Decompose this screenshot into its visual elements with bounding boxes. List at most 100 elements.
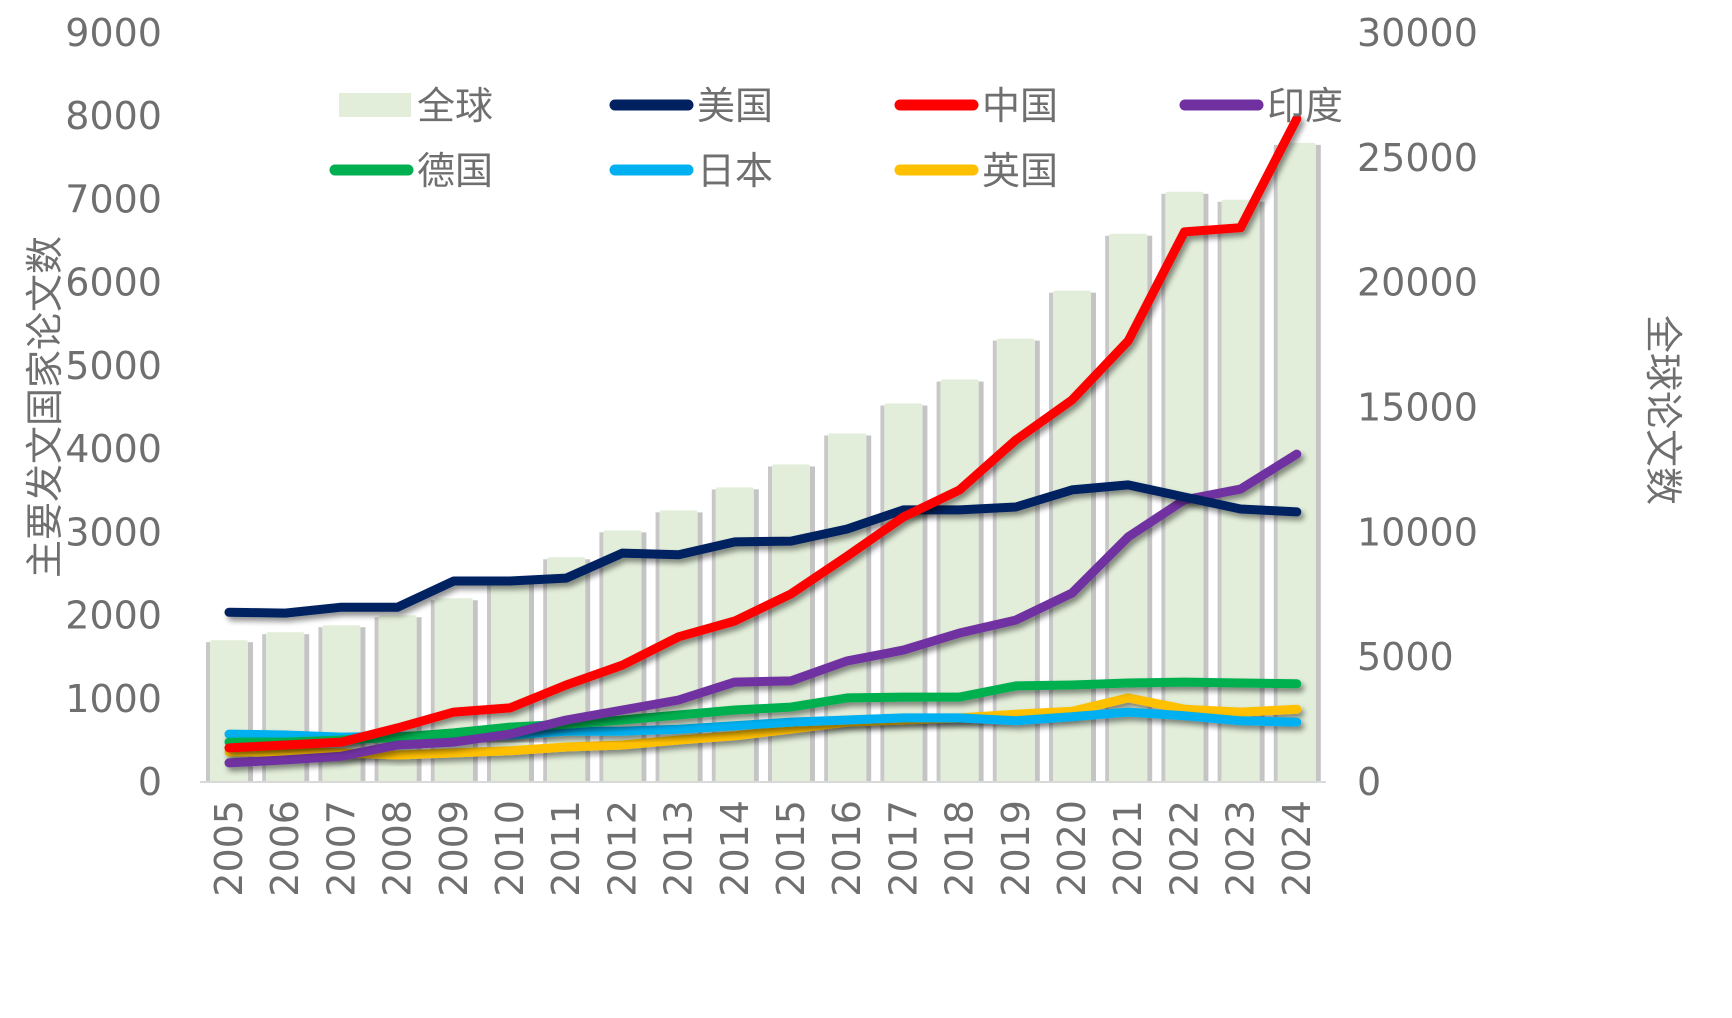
bar-shadow-right (1203, 193, 1209, 783)
bar-shadow-right (529, 582, 534, 782)
line-series-印度 (224, 449, 1302, 768)
bar-shadow-left (543, 559, 548, 782)
x-axis-ticks: 2005 2006 2007 2008 2009 2010 2011 2012 2013 2014… (207, 800, 1319, 897)
legend-label: 德国 (417, 149, 493, 193)
left-axis-title: 主要发文国家论文数 (23, 236, 67, 578)
bar-shadow-left (1105, 235, 1110, 782)
x-tick-label: 2018 (938, 800, 982, 897)
x-tick-label: 2006 (263, 800, 307, 897)
legend-item-德国: 德国 (329, 149, 493, 193)
left-tick-label: 8000 (65, 94, 162, 138)
bar-shadow-left (824, 435, 829, 782)
x-tick-label: 2017 (881, 800, 925, 897)
right-tick-label: 30000 (1357, 11, 1478, 55)
bar-shadow-left (430, 600, 435, 782)
legend-label: 印度 (1267, 84, 1343, 128)
right-tick-label: 15000 (1357, 386, 1478, 430)
legend-item-印度: 印度 (1179, 84, 1343, 128)
x-tick-label: 2009 (432, 800, 476, 897)
right-tick-label: 5000 (1357, 635, 1454, 679)
bar-shadow-right (472, 600, 478, 782)
x-tick-label: 2021 (1106, 800, 1150, 897)
bar-shadow-left (880, 405, 885, 782)
bar-shadow-left (768, 466, 772, 782)
left-tick-label: 1000 (65, 677, 162, 721)
line-series-英国 (224, 693, 1302, 760)
x-tick-label: 2020 (1050, 800, 1094, 897)
bar-shadow-right (1147, 235, 1153, 782)
bar-global-2021 (1109, 233, 1148, 782)
bar-shadow-left (599, 532, 604, 782)
left-tick-label: 0 (138, 760, 162, 804)
bar-global-2024 (1277, 142, 1316, 782)
left-tick-label: 4000 (65, 427, 162, 471)
left-tick-label: 3000 (65, 510, 162, 554)
line-series-美国 (224, 480, 1302, 618)
legend-item-中国: 中国 (894, 84, 1058, 128)
bar-shadow-right (697, 512, 703, 782)
legend-item-美国: 美国 (609, 84, 773, 128)
bar-global-2016 (828, 433, 867, 782)
bar-shadow-right (1034, 340, 1040, 782)
legend-label: 中国 (982, 84, 1058, 128)
right-tick-label: 25000 (1357, 136, 1478, 180)
left-axis-ticks: 0 1000 2000 3000 4000 5000 6000 7000 8000 9000 (65, 11, 162, 804)
x-tick-label: 2015 (769, 800, 813, 897)
legend-item-全球: 全球 (339, 84, 493, 128)
right-axis-title: 全球论文数 (1641, 315, 1685, 505)
bar-shadow-right (304, 634, 310, 782)
x-tick-label: 2013 (657, 800, 701, 897)
bar-shadow-left (487, 582, 491, 782)
legend-label: 英国 (982, 149, 1058, 193)
right-tick-label: 20000 (1357, 261, 1478, 305)
bar-shadow-left (318, 627, 323, 782)
bar-shadow-left (206, 642, 210, 782)
right-tick-label: 10000 (1357, 510, 1478, 554)
bar-shadow-right (1259, 201, 1265, 782)
bar-shadow-right (416, 617, 422, 782)
bar-shadow-right (360, 627, 366, 782)
bar-shadow-right (978, 381, 984, 782)
line-series-中国 (224, 114, 1302, 753)
right-tick-label: 0 (1357, 760, 1381, 804)
bar-shadow-left (711, 489, 716, 782)
x-tick-label: 2019 (994, 800, 1038, 897)
legend-item-英国: 英国 (894, 149, 1058, 193)
left-tick-label: 9000 (65, 11, 162, 55)
bar-shadow-left (992, 340, 997, 782)
bar-shadow-right (810, 466, 815, 782)
x-tick-label: 2022 (1162, 800, 1206, 897)
bar-shadow-right (585, 559, 591, 782)
bar-shadow-right (753, 489, 759, 782)
bar-global-2022 (1165, 191, 1204, 783)
left-tick-label: 6000 (65, 261, 162, 305)
bar-shadow-right (866, 435, 872, 782)
x-tick-label: 2010 (488, 800, 532, 897)
x-tick-label: 2008 (376, 800, 420, 897)
bar-shadow-right (1091, 292, 1096, 782)
bar-shadow-left (262, 634, 267, 782)
left-tick-label: 7000 (65, 177, 162, 221)
left-tick-label: 2000 (65, 594, 162, 638)
x-tick-label: 2005 (207, 800, 251, 897)
bar-global-2017 (884, 403, 923, 782)
country-lines (224, 114, 1302, 768)
bar-shadow-right (248, 642, 253, 782)
x-tick-label: 2012 (600, 800, 644, 897)
bar-shadow-left (936, 381, 941, 782)
x-tick-label: 2011 (544, 800, 588, 897)
x-tick-label: 2007 (319, 800, 363, 897)
legend-swatch-bar (339, 93, 411, 117)
bar-shadow-right (922, 405, 928, 782)
legend-label: 日本 (697, 149, 773, 193)
legend-label: 美国 (697, 84, 773, 128)
right-axis-ticks: 0 5000 10000 15000 20000 25000 30000 (1357, 11, 1478, 804)
x-tick-label: 2024 (1275, 800, 1319, 897)
x-tick-label: 2023 (1219, 800, 1263, 897)
bar-global-2020 (1053, 290, 1091, 782)
left-tick-label: 5000 (65, 344, 162, 388)
x-tick-label: 2016 (825, 800, 869, 897)
bar-shadow-left (374, 617, 379, 782)
